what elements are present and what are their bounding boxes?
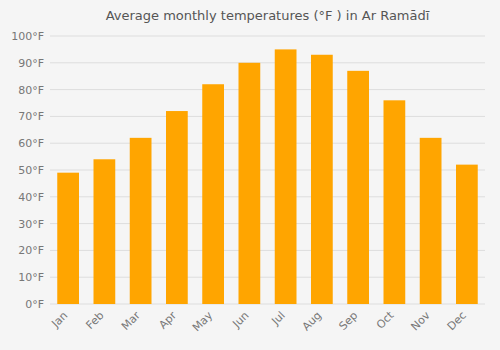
bar [384,100,406,304]
y-tick-label: 90°F [18,57,44,70]
grid-line [50,62,485,63]
bar [130,138,152,304]
bar [166,111,188,304]
y-tick-label: 70°F [18,110,44,123]
x-tick-label: Jul [268,309,287,328]
title: Average monthly temperatures (°F ) in Ar… [106,8,430,23]
x-tick-label: Sep [336,309,360,333]
bar [94,159,116,304]
grid [50,36,485,304]
y-tick-label: 80°F [18,84,44,97]
chart-container: Average monthly temperatures (°F ) in Ar… [0,0,500,350]
bar [239,63,261,304]
bar [420,138,442,304]
y-tick-label: 50°F [18,164,44,177]
y-tick-label: 100°F [11,30,44,43]
bar [347,71,369,304]
y-tick-label: 0°F [25,298,44,311]
bar [57,173,79,304]
grid-line [50,89,485,90]
x-tick-label: Apr [156,309,179,332]
x-tick-label: Jun [229,309,251,331]
bar [202,84,224,304]
bar [456,165,478,304]
x-tick-label: Dec [445,309,469,333]
y-tick-label: 10°F [18,271,44,284]
x-tick-labels: Jan Feb Mar Apr May Jun Jul Aug Sep Oct Nov Dec [48,308,469,334]
x-tick-label: Oct [374,308,397,331]
x-tick-label: Feb [84,309,107,332]
y-tick-labels: 0°F 10°F 20°F 30°F 40°F 50°F 60°F 70°F 80°F 90°F 1… [11,30,44,311]
y-tick-label: 60°F [18,137,44,150]
grid-line [50,116,485,117]
chart-svg: Average monthly temperatures (°F ) in Ar… [0,0,500,350]
x-tick-label: May [190,309,216,335]
y-tick-label: 40°F [18,191,44,204]
bars [57,49,478,304]
x-tick-label: Jan [48,309,70,331]
x-tick-label: Aug [300,309,324,333]
x-tick-label: Nov [408,309,433,334]
y-tick-label: 20°F [18,244,44,257]
y-tick-label: 30°F [18,218,44,231]
bar [311,55,333,304]
x-tick-label: Mar [119,309,143,333]
background [0,0,500,350]
grid-line [50,36,485,37]
bar [275,49,297,304]
